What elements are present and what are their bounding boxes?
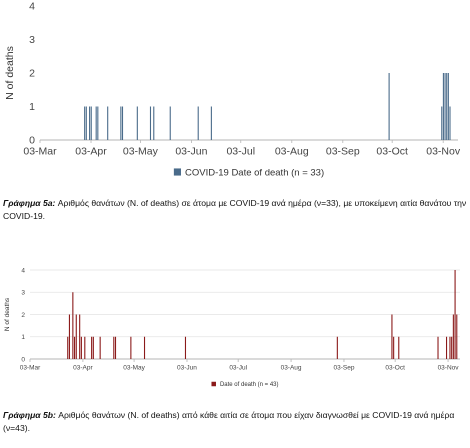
caption-a-text: Αριθμός θανάτων (N. of deaths) σε άτομα … — [3, 198, 467, 221]
bar — [452, 314, 454, 359]
bar — [447, 73, 449, 140]
bar — [72, 292, 74, 359]
bar — [107, 106, 109, 140]
bar — [197, 106, 199, 140]
bar — [80, 336, 82, 359]
bar — [441, 106, 443, 140]
x-tick-label: 03-Aug — [281, 365, 302, 372]
bar — [393, 336, 395, 359]
bar — [184, 336, 187, 359]
caption-chart-b: Γράφημα 5b: Αριθμός θανάτων (N. of death… — [3, 409, 467, 434]
y-tick-label: 3 — [21, 290, 25, 297]
bar — [92, 336, 94, 359]
bar — [398, 336, 400, 359]
bar — [89, 106, 91, 140]
chart-a-svg: 0 1 2 3 4 N of deaths 03-Mar 03-Apr 03-May 03-Jun… — [4, 1, 461, 179]
bar — [75, 314, 77, 359]
bar — [336, 336, 338, 359]
bar — [85, 106, 87, 140]
caption-chart-a: Γράφημα 5a: Αριθμός θανάτων (N. of death… — [3, 197, 467, 222]
bar — [91, 336, 93, 359]
caption-b-lead: Γράφημα 5b: — [3, 410, 56, 420]
x-tick-label: 03-Aug — [275, 146, 309, 158]
y-tick-label: 0 — [21, 356, 25, 363]
x-tick-label: 03-Sep — [326, 146, 360, 158]
bar — [451, 336, 453, 359]
x-tick-label: 03-Apr — [75, 146, 107, 158]
y-tick-label: 0 — [29, 135, 35, 147]
bar — [120, 106, 122, 140]
x-tick-label: 03-Oct — [376, 146, 408, 158]
x-tick-label: 03-Oct — [385, 365, 405, 372]
bar — [444, 73, 446, 140]
bar — [113, 336, 115, 359]
bar — [95, 106, 97, 140]
bar — [99, 336, 101, 359]
legend-swatch — [211, 381, 216, 387]
bar — [121, 106, 124, 140]
bar — [391, 314, 393, 359]
y-tick-label: 2 — [29, 68, 35, 80]
bar — [445, 336, 448, 359]
bar — [169, 106, 171, 140]
x-tick-label: 03-May — [123, 146, 159, 158]
chart-covid-deaths: 0 1 2 3 4 N of deaths 03-Mar 03-Apr 03-May 03-Jun… — [0, 0, 470, 180]
bar — [79, 314, 81, 359]
bar — [114, 336, 117, 359]
y-axis-label: N of deaths — [4, 297, 11, 331]
y-tick-label: 4 — [21, 267, 25, 274]
legend: Date of death (n = 43) — [211, 381, 279, 388]
y-tick-label: 1 — [29, 101, 35, 113]
bar — [442, 73, 444, 140]
bar — [84, 336, 86, 359]
x-tick-label: 03-Nov — [426, 146, 461, 158]
x-tick-label: 03-Jun — [175, 146, 207, 158]
x-tick-label: 03-Mar — [20, 365, 41, 372]
bar — [449, 336, 451, 359]
bar — [143, 336, 146, 359]
bar — [67, 336, 69, 359]
bar — [456, 314, 458, 359]
bar — [437, 336, 439, 359]
y-tick-label: 2 — [21, 312, 25, 319]
bar — [97, 106, 99, 140]
legend-label: COVID-19 Date of death (n = 33) — [185, 167, 324, 178]
caption-b-text: Αριθμός θανάτων (N. of deaths) από κάθε … — [3, 410, 455, 433]
x-tick-label: 03-Apr — [73, 365, 93, 372]
x-tick-label: 03-Mar — [23, 146, 57, 158]
bar — [449, 106, 451, 140]
y-tick-label: 4 — [29, 1, 35, 13]
bar — [210, 106, 212, 140]
legend-swatch — [173, 168, 181, 176]
x-tick-label: 03-May — [123, 365, 145, 372]
x-tick-label: 03-Nov — [438, 365, 460, 372]
legend-label: Date of death (n = 43) — [220, 382, 279, 388]
chart-all-cause-deaths: 0 1 2 3 4 N of deaths 03-Mar 03-Apr 03-May 03-Jun… — [0, 246, 470, 398]
y-tick-label: 1 — [21, 334, 25, 341]
bar — [68, 314, 70, 359]
x-tick-label: 03-Jun — [177, 365, 197, 372]
x-tick-label: 03-Jul — [229, 365, 247, 372]
chart-b-svg: 0 1 2 3 4 N of deaths 03-Mar 03-Apr 03-May 03-Jun… — [4, 267, 460, 388]
bar — [136, 106, 138, 140]
legend: COVID-19 Date of death (n = 33) — [173, 167, 324, 178]
x-tick-label: 03-Sep — [333, 365, 354, 372]
y-tick-label: 3 — [29, 34, 35, 46]
bar — [446, 73, 448, 140]
x-tick-label: 03-Jul — [226, 146, 255, 158]
bar — [74, 336, 76, 359]
bar — [130, 336, 132, 359]
bar — [153, 106, 155, 140]
bar — [149, 106, 152, 140]
bar — [84, 106, 86, 140]
caption-a-lead: Γράφημα 5a: — [3, 198, 56, 208]
bar — [388, 73, 390, 140]
bar — [454, 270, 456, 359]
bar — [90, 106, 92, 140]
y-axis-label: N of deaths — [4, 46, 16, 100]
